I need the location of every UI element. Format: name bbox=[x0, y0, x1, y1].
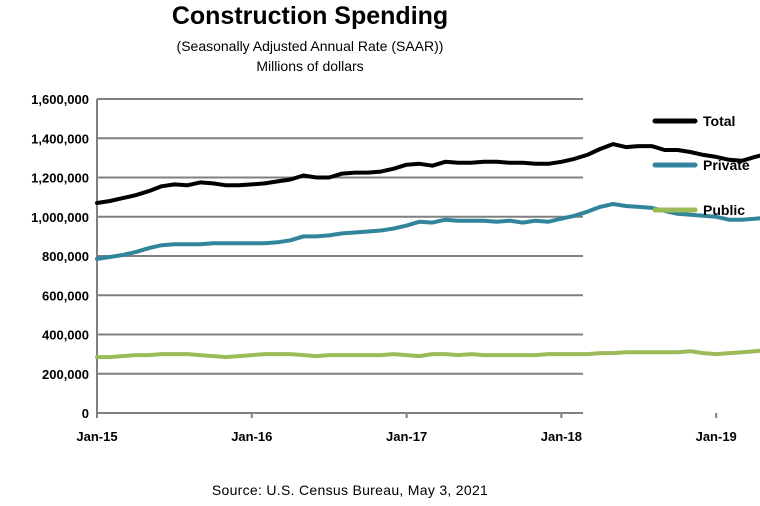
x-tick-label: Jan-19 bbox=[696, 429, 737, 444]
legend-label-public: Public bbox=[703, 202, 745, 218]
y-tick-label: 1,000,000 bbox=[31, 210, 89, 225]
series-line-total bbox=[95, 142, 760, 205]
x-tick-label: Jan-17 bbox=[386, 429, 427, 444]
chart-unit-label: Millions of dollars bbox=[256, 58, 364, 74]
y-tick-label: 400,000 bbox=[42, 328, 89, 343]
chart-subtitle: (Seasonally Adjusted Annual Rate (SAAR)) bbox=[176, 38, 444, 54]
x-tick-label: Jan-16 bbox=[231, 429, 272, 444]
y-tick-label: 600,000 bbox=[42, 288, 89, 303]
legend-label-total: Total bbox=[703, 113, 735, 129]
series-line-public bbox=[95, 348, 760, 360]
source-note: Source: U.S. Census Bureau, May 3, 2021 bbox=[211, 482, 489, 498]
y-tick-label: 1,200,000 bbox=[31, 171, 89, 186]
x-tick-label: Jan-15 bbox=[76, 429, 117, 444]
y-tick-label: 1,600,000 bbox=[31, 92, 89, 107]
y-tick-label: 800,000 bbox=[42, 249, 89, 264]
y-tick-label: 0 bbox=[82, 406, 89, 421]
y-tick-label: 1,400,000 bbox=[31, 131, 89, 146]
series-line-private bbox=[95, 202, 760, 261]
x-tick-label: Jan-18 bbox=[541, 429, 582, 444]
chart-title: Construction Spending bbox=[171, 2, 449, 30]
y-tick-label: 200,000 bbox=[42, 367, 89, 382]
legend-label-private: Private bbox=[703, 157, 750, 173]
